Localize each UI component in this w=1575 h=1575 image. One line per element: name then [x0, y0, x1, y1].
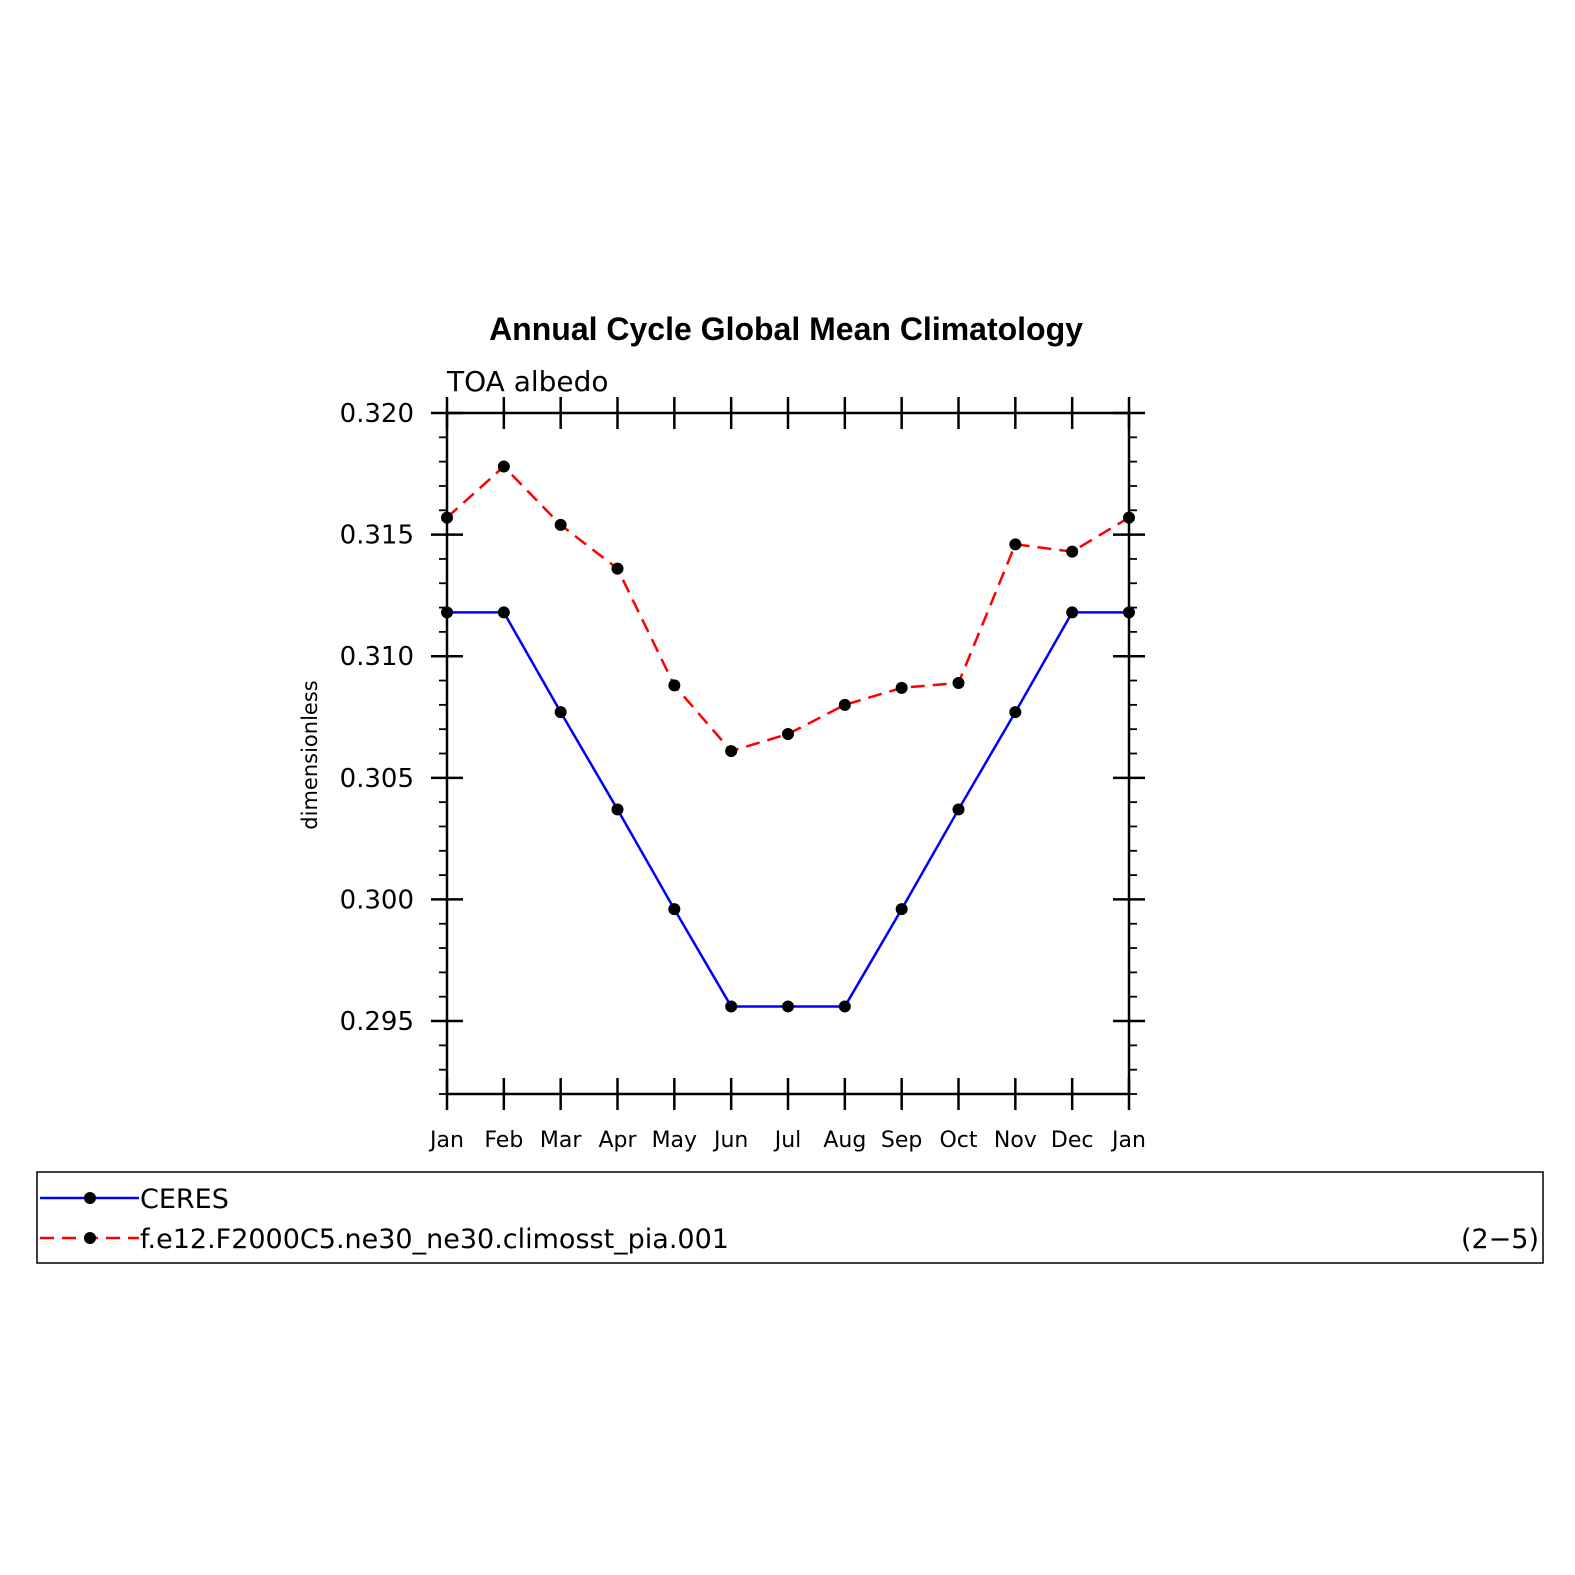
legend-items: CERES f.e12.F2000C5.ne30_ne30.climosst_pi… [40, 1184, 729, 1255]
data-point [554, 518, 567, 531]
x-tick-label: Jan [1110, 1128, 1146, 1153]
y-tick-label: 0.310 [340, 642, 414, 672]
legend-marker-1 [84, 1232, 96, 1244]
x-tick-label: Mar [540, 1128, 582, 1153]
x-tick-label: Apr [598, 1128, 637, 1153]
legend-marker-0 [84, 1192, 96, 1204]
data-point [725, 1000, 738, 1013]
data-point [668, 903, 681, 916]
series-line-0 [447, 611, 1129, 1008]
data-point [782, 728, 794, 741]
data-point [952, 676, 965, 689]
legend-box [36, 1171, 1544, 1264]
x-tick-label: Aug [823, 1128, 866, 1153]
y-tick-label: 0.305 [340, 764, 414, 794]
data-point [952, 803, 965, 816]
data-point [782, 1000, 794, 1013]
x-tick-labels: Jan Feb Mar Apr May Jun Jul Aug Sep Oct Nov Dec Jan [428, 1128, 1146, 1153]
y-tick-label: 0.320 [340, 399, 414, 429]
x-tick-label: Dec [1051, 1128, 1094, 1153]
x-tick-label: Sep [881, 1128, 922, 1153]
panel-annotation: (2−5) [1461, 1224, 1539, 1255]
data-point [725, 745, 738, 758]
x-tick-label: Feb [484, 1128, 523, 1153]
data-point [668, 679, 681, 692]
legend-label-1: f.e12.F2000C5.ne30_ne30.climosst_pia.001 [140, 1224, 729, 1255]
legend: CERES f.e12.F2000C5.ne30_ne30.climosst_pi… [36, 1171, 1544, 1264]
data-point [838, 698, 851, 711]
data-point [1066, 606, 1079, 619]
x-tick-label: Jul [773, 1128, 802, 1153]
data-point [1066, 545, 1079, 558]
y-tick-label: 0.315 [340, 521, 414, 551]
x-tick-label: May [652, 1128, 697, 1153]
data-point [611, 803, 624, 816]
data-point [895, 903, 908, 916]
data-point [895, 681, 908, 694]
series-line-1 [446, 464, 1130, 753]
series-layer [441, 460, 1135, 1013]
data-point [1009, 538, 1022, 551]
legend-label-0: CERES [140, 1184, 229, 1215]
data-point [497, 606, 510, 619]
y-tick-labels: 0.320 0.315 0.310 0.305 0.300 0.295 [340, 399, 414, 1037]
x-tick-label: Jan [428, 1128, 464, 1153]
data-point [838, 1000, 851, 1013]
y-axis-label: dimensionless [298, 680, 322, 829]
chart-subtitle: TOA albedo [446, 365, 609, 398]
x-tick-label: Jun [712, 1128, 748, 1153]
plot-frame [445, 411, 1131, 1096]
data-point [497, 460, 510, 473]
chart-title: Annual Cycle Global Mean Climatology [489, 311, 1083, 347]
data-point [554, 706, 567, 719]
y-tick-label: 0.295 [340, 1007, 414, 1037]
x-tick-label: Nov [994, 1128, 1037, 1153]
data-point [1009, 706, 1022, 719]
x-tick-label: Oct [939, 1128, 977, 1153]
data-point [611, 562, 624, 575]
y-tick-label: 0.300 [340, 885, 414, 915]
